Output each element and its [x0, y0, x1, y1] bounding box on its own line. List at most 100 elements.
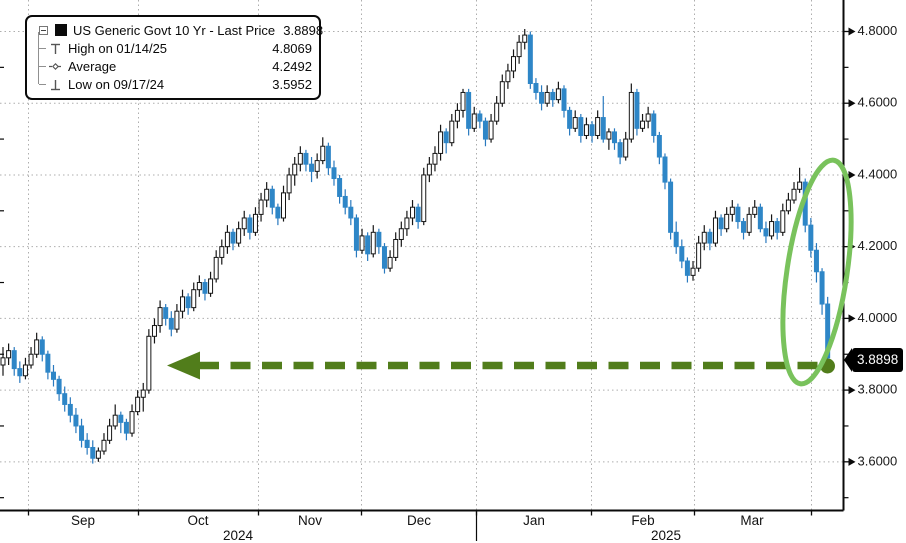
candle-body — [438, 131, 444, 154]
y-axis-label: 4.4000 — [858, 166, 898, 181]
candle-body — [623, 138, 629, 158]
y-axis-label: 4.0000 — [858, 310, 898, 325]
candle-body — [600, 117, 606, 140]
y-axis-label: 4.8000 — [858, 23, 898, 38]
candle-body — [454, 109, 460, 122]
candle-body — [628, 91, 634, 140]
candle-body — [129, 411, 135, 434]
candle-body — [668, 181, 674, 233]
legend-row-average: Average 4.2492 — [32, 57, 312, 75]
candle-body — [505, 70, 511, 83]
candle-body — [84, 439, 90, 448]
candle-body — [511, 56, 517, 72]
candle-body — [421, 174, 427, 223]
trend-arrow-head — [167, 351, 200, 380]
expand-box-icon[interactable] — [36, 24, 51, 37]
candle-body — [146, 335, 152, 391]
candle-body — [696, 242, 702, 269]
candle-body — [808, 224, 814, 251]
x-month-label: Dec — [407, 513, 431, 528]
candle-body — [741, 221, 747, 233]
candle-body — [185, 296, 191, 309]
candle-body — [101, 439, 107, 452]
y-axis-label: 3.8000 — [858, 382, 898, 397]
candle-body — [56, 378, 62, 395]
candle-body — [95, 450, 101, 459]
high-value: 4.8069 — [272, 40, 312, 56]
candle-body — [825, 303, 831, 359]
candle-body — [281, 192, 286, 219]
x-month-label: Mar — [740, 513, 764, 528]
candle-body — [673, 231, 679, 248]
candle-body — [50, 371, 56, 380]
candle-body — [578, 117, 584, 136]
candle-body — [797, 181, 803, 190]
candle-body — [561, 88, 567, 111]
candle-body — [611, 131, 617, 144]
x-month-label: Jan — [523, 513, 545, 528]
candle-body — [381, 246, 387, 269]
candle-body — [292, 163, 298, 176]
candle-body — [0, 357, 6, 366]
candle-body — [645, 113, 651, 122]
candle-body — [606, 131, 612, 140]
candle-body — [370, 231, 376, 255]
legend-row-low: Low on 09/17/24 3.5952 — [32, 75, 312, 93]
average-label: Average — [68, 58, 117, 74]
candle-body — [477, 113, 483, 122]
candle-body — [67, 403, 73, 416]
candle-body — [712, 217, 718, 244]
series-name: US Generic Govt 10 Yr - Last Price — [73, 22, 276, 38]
high-marker-icon — [48, 42, 63, 55]
candle-body — [269, 188, 275, 208]
candle-body — [258, 199, 264, 215]
candle-body — [729, 206, 735, 215]
y-tick-arrow — [848, 170, 856, 179]
candle-body — [595, 117, 601, 136]
candle-body — [482, 120, 488, 140]
candle-body — [819, 271, 825, 305]
y-axis-label: 3.6000 — [858, 453, 898, 468]
candle-body — [28, 353, 34, 366]
candle-body — [791, 188, 797, 201]
candle-body — [331, 167, 337, 180]
candle-body — [314, 160, 320, 172]
candle-body — [309, 163, 315, 172]
candle-body — [241, 217, 247, 230]
candle-body — [640, 120, 646, 129]
average-marker-icon — [48, 60, 63, 73]
candle-body — [651, 113, 657, 136]
candle-body — [168, 317, 174, 330]
candle-body — [140, 389, 146, 398]
candle-body — [769, 221, 775, 237]
candle-body — [499, 81, 505, 104]
y-tick-arrow — [848, 457, 856, 466]
candle-body — [236, 228, 242, 244]
candle-body — [522, 34, 528, 43]
candle-body — [286, 174, 292, 194]
x-month-label: Nov — [298, 513, 322, 528]
candle-body — [539, 91, 545, 104]
candle-body — [118, 414, 124, 423]
candle-body — [275, 206, 281, 219]
candle-body — [163, 307, 169, 319]
candle-body — [735, 206, 741, 223]
candle-body — [466, 91, 472, 129]
candle-body — [701, 231, 707, 244]
candle-body — [583, 124, 589, 136]
candle-body — [191, 289, 197, 309]
candle-body — [460, 91, 466, 111]
candle-body — [320, 145, 326, 162]
candle-body — [752, 206, 758, 215]
high-label: High on 01/14/25 — [68, 40, 168, 56]
y-axis-label: 4.6000 — [858, 95, 898, 110]
candle-body — [494, 102, 500, 122]
candle-body — [230, 231, 236, 244]
candle-body — [757, 206, 763, 230]
legend-row-last-price: US Generic Govt 10 Yr - Last Price 3.889… — [32, 21, 323, 39]
candle-body — [303, 152, 309, 165]
y-tick-arrow — [848, 386, 856, 395]
last-price-tag: 3.8898 — [843, 348, 904, 372]
